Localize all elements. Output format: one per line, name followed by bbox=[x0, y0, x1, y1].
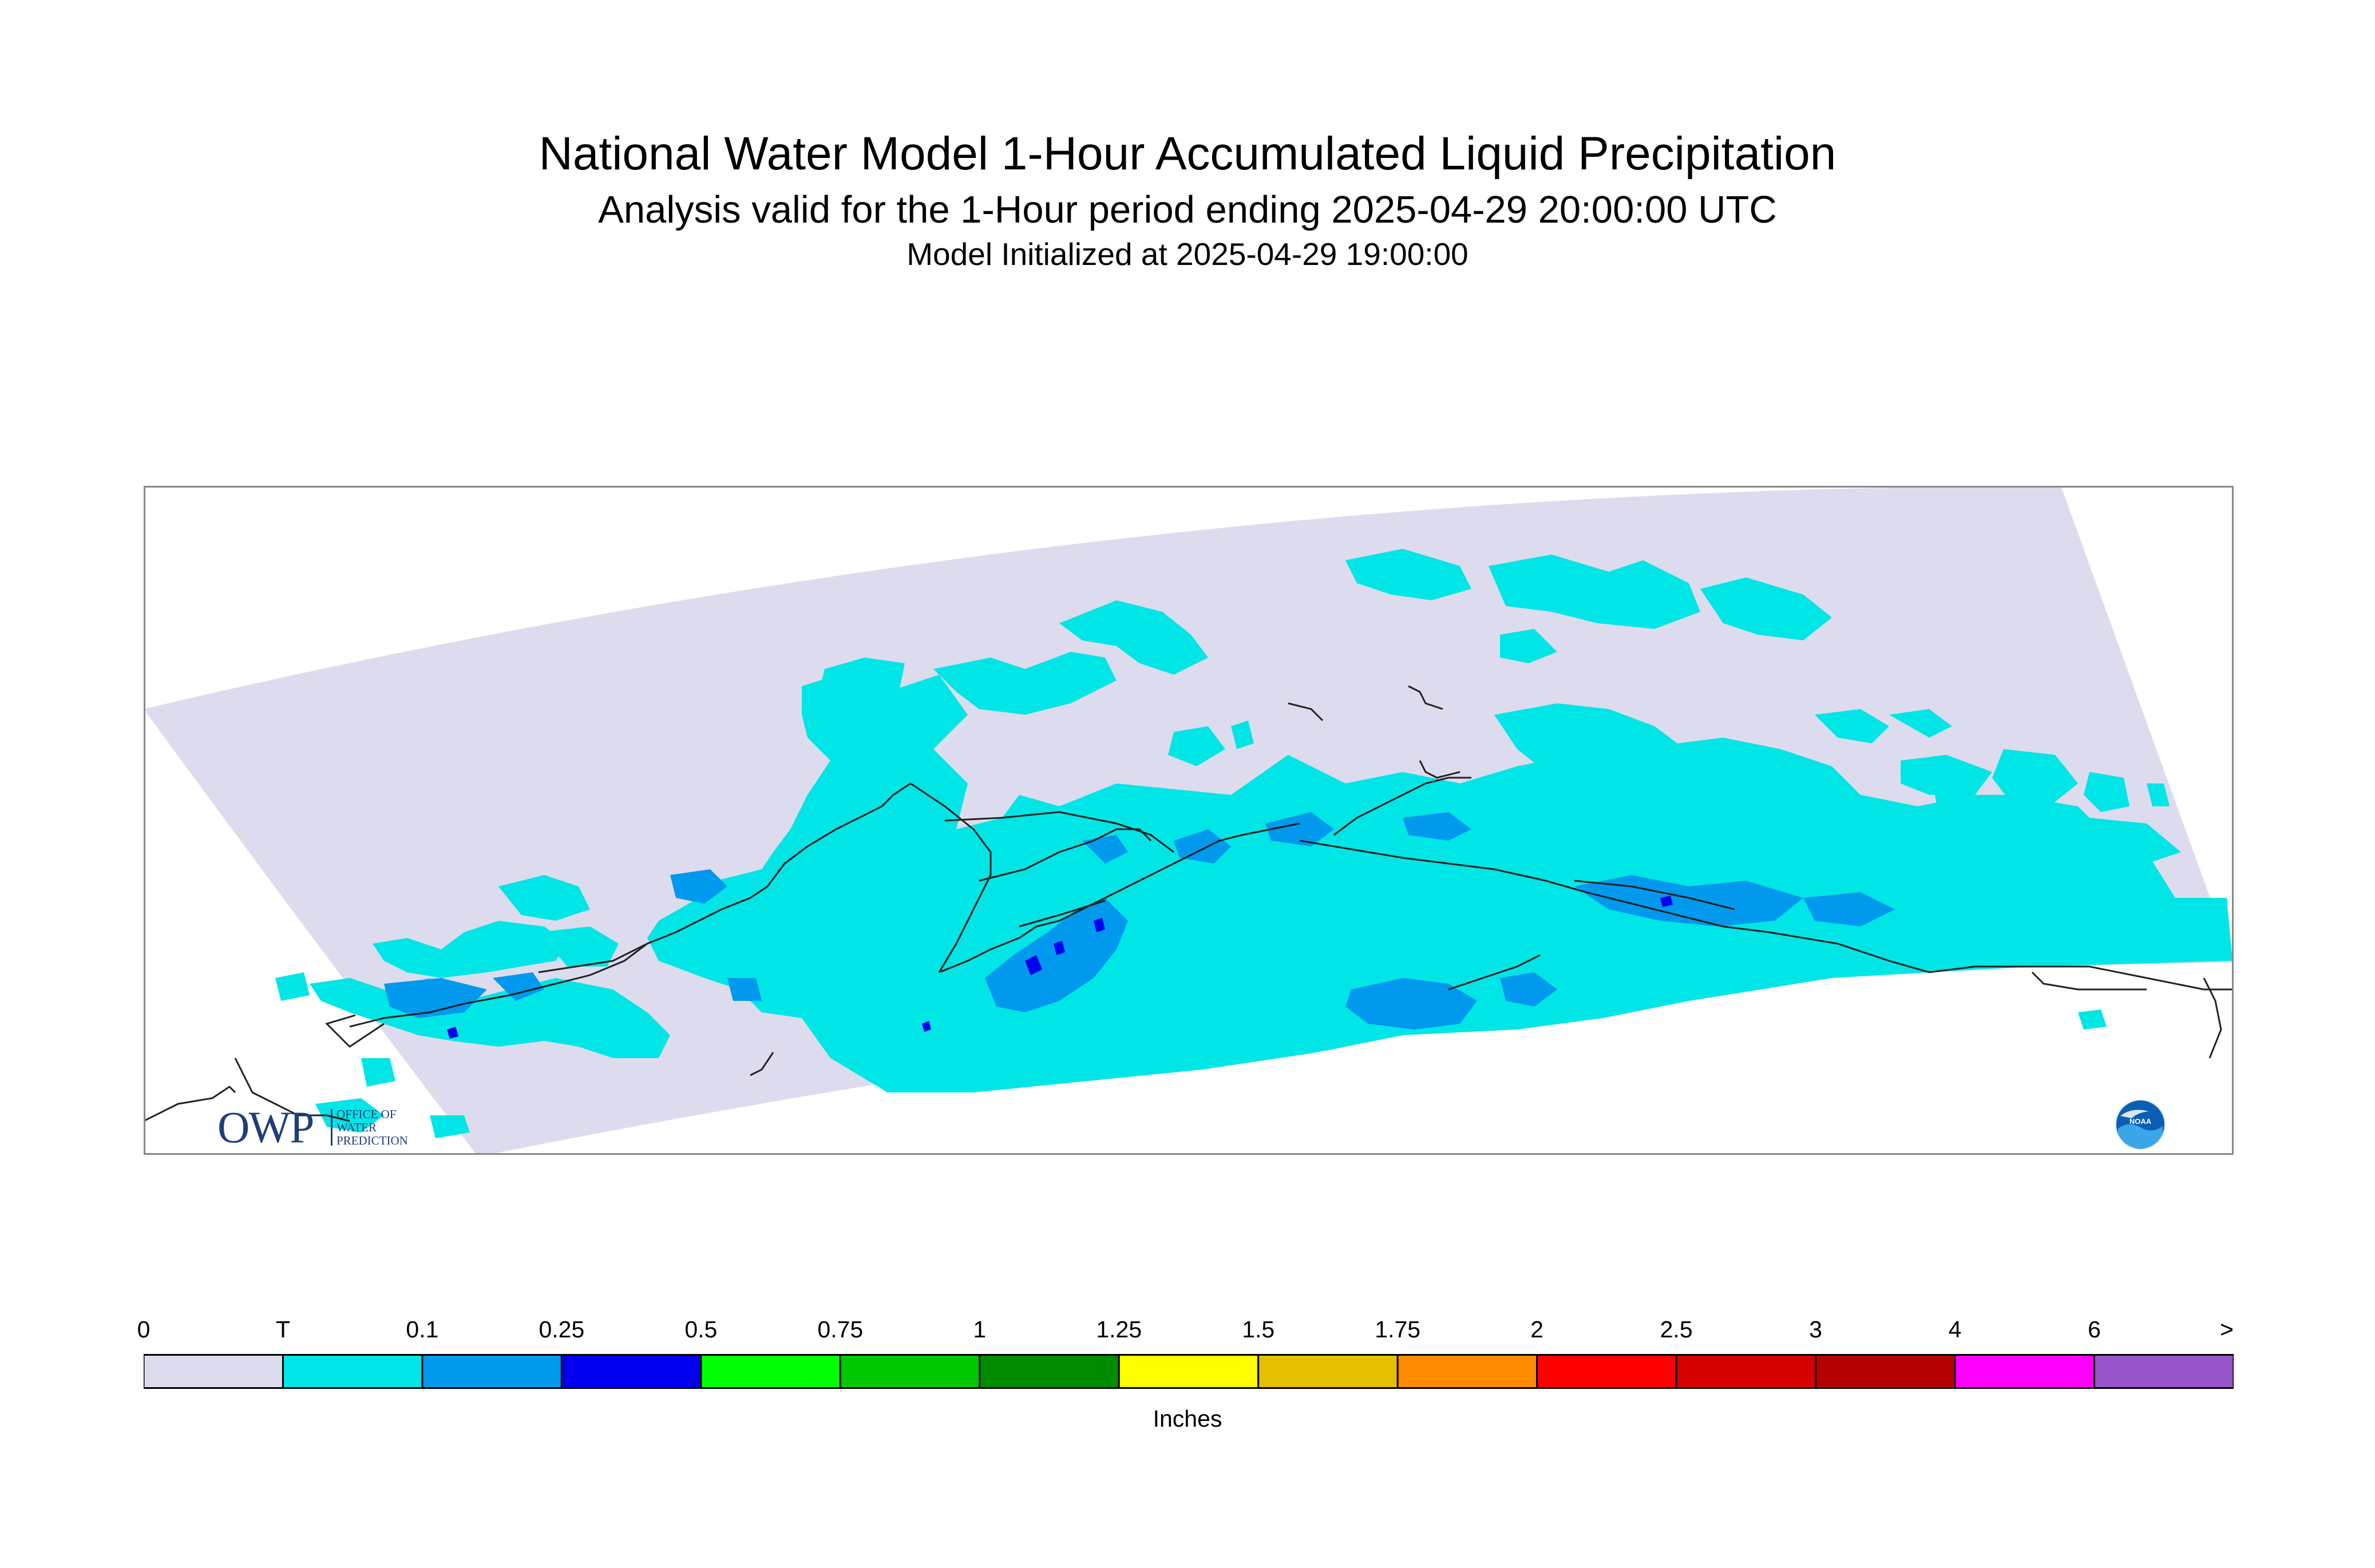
map-title: National Water Model 1-Hour Accumulated … bbox=[539, 128, 1836, 180]
legend-tick-label: 2 bbox=[1530, 1316, 1544, 1343]
colorbar-bin-13 bbox=[1954, 1354, 2096, 1389]
owp-logo-letters: OWP bbox=[217, 1102, 314, 1152]
legend-tick-label: 1 bbox=[973, 1316, 987, 1343]
legend-tick-label: 0.25 bbox=[539, 1316, 585, 1343]
owp-logo-divider bbox=[331, 1109, 332, 1146]
colorbar-bin-8 bbox=[1257, 1354, 1399, 1389]
legend-tick-label: 2.5 bbox=[1660, 1316, 1693, 1343]
noaa-logo-text: NOAA bbox=[2129, 1117, 2152, 1126]
colorbar-bin-14 bbox=[2093, 1354, 2234, 1389]
legend-tick-label: 1.75 bbox=[1375, 1316, 1421, 1343]
precipitation-map bbox=[144, 486, 2234, 1155]
colorbar-bin-0 bbox=[144, 1354, 284, 1389]
colorbar-bin-11 bbox=[1675, 1354, 1817, 1389]
valid-period-subtitle: Analysis valid for the 1-Hour period end… bbox=[598, 188, 1777, 231]
colorbar-bin-1 bbox=[282, 1354, 423, 1389]
colorbar-bin-6 bbox=[979, 1354, 1120, 1389]
colorbar-bin-2 bbox=[421, 1354, 563, 1389]
legend-tick-label: 0.75 bbox=[817, 1316, 864, 1343]
map-frame bbox=[144, 486, 2234, 1155]
legend-tick-label: 0.5 bbox=[684, 1316, 718, 1343]
legend-tick-label: 0.1 bbox=[406, 1316, 439, 1343]
noaa-logo: NOAA bbox=[2115, 1099, 2166, 1150]
legend-units: Inches bbox=[1153, 1405, 1222, 1432]
colorbar-bin-4 bbox=[700, 1354, 841, 1389]
colorbar-bin-9 bbox=[1396, 1354, 1538, 1389]
legend-tick-labels: 0 T 0.1 0.25 0.5 0.75 1 1.25 1.5 1.75 2 2.5 3 4 6 > bbox=[137, 1316, 2234, 1345]
precip-0.1-0.25-areas bbox=[384, 812, 1895, 1030]
legend-tick-label: 4 bbox=[1948, 1316, 1962, 1343]
initialization-time: Model Initialized at 2025-04-29 19:00:00 bbox=[907, 236, 1468, 272]
colorbar-bin-3 bbox=[560, 1354, 702, 1389]
legend-tick-label: 3 bbox=[1809, 1316, 1822, 1343]
legend-tick-label: 0 bbox=[137, 1316, 151, 1343]
precipitation-colorbar bbox=[144, 1354, 2234, 1389]
colorbar-bin-12 bbox=[1815, 1354, 1956, 1389]
owp-logo-caption: OFFICE OF WATER PREDICTION bbox=[337, 1107, 408, 1147]
legend-tick-label: 1.5 bbox=[1242, 1316, 1275, 1343]
coastlines bbox=[144, 685, 2234, 1122]
legend-tick-label: 1.25 bbox=[1096, 1316, 1142, 1343]
colorbar-bin-10 bbox=[1536, 1354, 1677, 1389]
precip-0.25-0.5-areas bbox=[447, 896, 1673, 1039]
owp-logo: OWP OFFICE OF WATER PREDICTION bbox=[217, 1104, 435, 1150]
colorbar-bin-7 bbox=[1118, 1354, 1260, 1389]
legend-tick-label: > bbox=[2220, 1316, 2234, 1343]
legend-tick-label: T bbox=[275, 1316, 290, 1343]
colorbar-bin-5 bbox=[839, 1354, 981, 1389]
legend-tick-label: 6 bbox=[2088, 1316, 2101, 1343]
